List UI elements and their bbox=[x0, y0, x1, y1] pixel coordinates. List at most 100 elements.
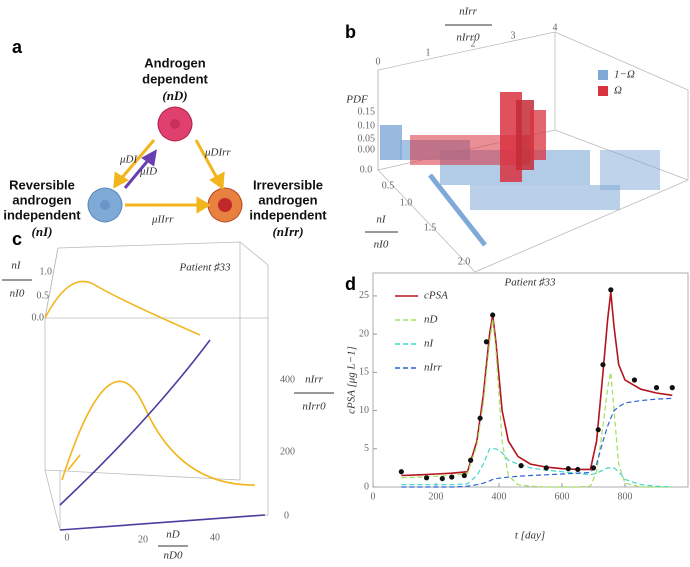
tick-label: 40 bbox=[210, 532, 220, 543]
axis-label: nI0 bbox=[374, 239, 389, 251]
tick-label: 1.0 bbox=[40, 266, 53, 277]
panel-b: b nIrr nIrr0 0 1 2 3 4 PDF 0.15 0.10 0.0… bbox=[345, 6, 689, 273]
legend-label: nI bbox=[424, 338, 435, 350]
observed-point bbox=[608, 287, 614, 293]
legend-label: nD bbox=[424, 314, 438, 326]
rate-label: μIIrr bbox=[151, 214, 174, 226]
tick-label: 2.0 bbox=[458, 256, 471, 267]
observed-point bbox=[468, 457, 474, 463]
rate-label: μDIrr bbox=[204, 147, 231, 159]
axis-label: nI bbox=[11, 260, 22, 272]
observed-point bbox=[590, 465, 597, 471]
tick-label: 1.5 bbox=[424, 222, 437, 233]
rate-label: μDI bbox=[119, 154, 138, 166]
node-label: independent bbox=[3, 207, 81, 222]
y-tick-label: 5 bbox=[364, 443, 369, 454]
observed-point bbox=[631, 377, 638, 383]
tick-label: 0 bbox=[284, 510, 289, 521]
observed-point bbox=[653, 385, 660, 391]
axis-label: nD0 bbox=[164, 550, 183, 562]
panel-letter: b bbox=[345, 22, 356, 42]
rate-label: μID bbox=[139, 166, 157, 178]
legend-label: 1−Ω bbox=[614, 69, 635, 81]
tick-label: 1 bbox=[426, 47, 431, 58]
observed-point bbox=[477, 415, 483, 421]
y-tick-label: 25 bbox=[359, 290, 369, 301]
observed-point bbox=[398, 469, 404, 475]
observed-point bbox=[600, 362, 606, 368]
tick-label: 0.15 bbox=[358, 106, 376, 117]
chart-title: Patient ♯33 bbox=[503, 277, 556, 289]
legend-swatch bbox=[598, 70, 608, 80]
tick-label: 20 bbox=[138, 534, 148, 545]
observed-point bbox=[575, 466, 581, 473]
tick-label: 400 bbox=[280, 374, 295, 385]
series-line bbox=[401, 292, 673, 477]
legend-label: cPSA bbox=[424, 290, 448, 302]
cell-reversible bbox=[87, 187, 123, 223]
axis-label: nD bbox=[166, 529, 180, 541]
arrows bbox=[113, 139, 225, 214]
axis-label: nIrr bbox=[459, 6, 477, 18]
tick-label: 0 bbox=[376, 56, 381, 67]
histogram-illustration bbox=[380, 92, 660, 247]
observed-point bbox=[423, 475, 430, 481]
node-label: Androgen bbox=[144, 55, 205, 70]
legend-label: nIrr bbox=[424, 362, 442, 374]
legend-swatch bbox=[598, 86, 608, 96]
y-axis-label: cPSA [μg L−1] bbox=[346, 346, 358, 414]
tick-label: 0.00 bbox=[358, 144, 376, 155]
tick-label: 0.0 bbox=[32, 312, 45, 323]
legend-label: Ω bbox=[614, 85, 622, 97]
panel-a: a Androgen dependent (nD) Reversible and… bbox=[3, 37, 327, 239]
x-tick-label: 600 bbox=[555, 491, 570, 502]
observed-point bbox=[518, 463, 524, 469]
x-tick-label: 800 bbox=[618, 491, 633, 502]
axis-label: nI0 bbox=[10, 288, 25, 300]
y-tick-label: 0 bbox=[364, 481, 369, 492]
cell-irreversible bbox=[207, 187, 243, 223]
node-label: androgen bbox=[12, 192, 71, 207]
plot-frame bbox=[372, 272, 689, 488]
tick-label: 0.0 bbox=[360, 164, 373, 175]
observed-point bbox=[595, 427, 601, 433]
panel-c: c Patient ♯33 nI nI0 1.0 0.5 0.0 nIrr nI… bbox=[2, 229, 334, 562]
panel-letter: d bbox=[345, 274, 356, 294]
trajectory-illustration bbox=[44, 280, 266, 531]
node-symbol: (nIrr) bbox=[272, 224, 303, 239]
axis-label: PDF bbox=[345, 94, 368, 106]
node-symbol: (nD) bbox=[162, 88, 187, 103]
node-symbol: (nI) bbox=[32, 224, 53, 239]
arrow-back bbox=[123, 149, 157, 189]
panel-title: Patient ♯33 bbox=[178, 262, 231, 274]
tick-label: 1.0 bbox=[400, 197, 413, 208]
observed-point bbox=[449, 474, 455, 480]
tick-label: 0 bbox=[65, 532, 70, 543]
series-line bbox=[401, 448, 673, 488]
tick-label: 0.05 bbox=[358, 133, 376, 144]
tick-label: 3 bbox=[511, 30, 516, 41]
node-label: independent bbox=[249, 207, 327, 222]
x-tick-label: 200 bbox=[429, 491, 444, 502]
tick-label: 0.10 bbox=[358, 120, 376, 131]
observed-point bbox=[483, 339, 489, 345]
node-label: dependent bbox=[142, 71, 208, 86]
panel-d: d Patient ♯33 t [day] cPSA [μg L−1] 0 200… bbox=[345, 272, 689, 542]
node-label: androgen bbox=[258, 192, 317, 207]
observed-point bbox=[543, 465, 549, 471]
node-label: Irreversible bbox=[253, 177, 323, 192]
axis-label: nIrr0 bbox=[302, 401, 326, 413]
tick-label: 0.5 bbox=[37, 290, 50, 301]
observed-point bbox=[439, 475, 445, 482]
tick-label: 200 bbox=[280, 446, 295, 457]
legend: 1−Ω Ω bbox=[598, 69, 635, 97]
tick-label: 2 bbox=[471, 38, 476, 49]
tick-label: 4 bbox=[553, 22, 558, 33]
panel-letter: a bbox=[12, 37, 23, 57]
axis-label: nIrr bbox=[305, 374, 323, 386]
observed-point bbox=[490, 312, 496, 318]
tick-label: 0.5 bbox=[382, 180, 395, 191]
x-axis-label: t [day] bbox=[515, 530, 545, 542]
y-tick-label: 20 bbox=[359, 328, 369, 339]
